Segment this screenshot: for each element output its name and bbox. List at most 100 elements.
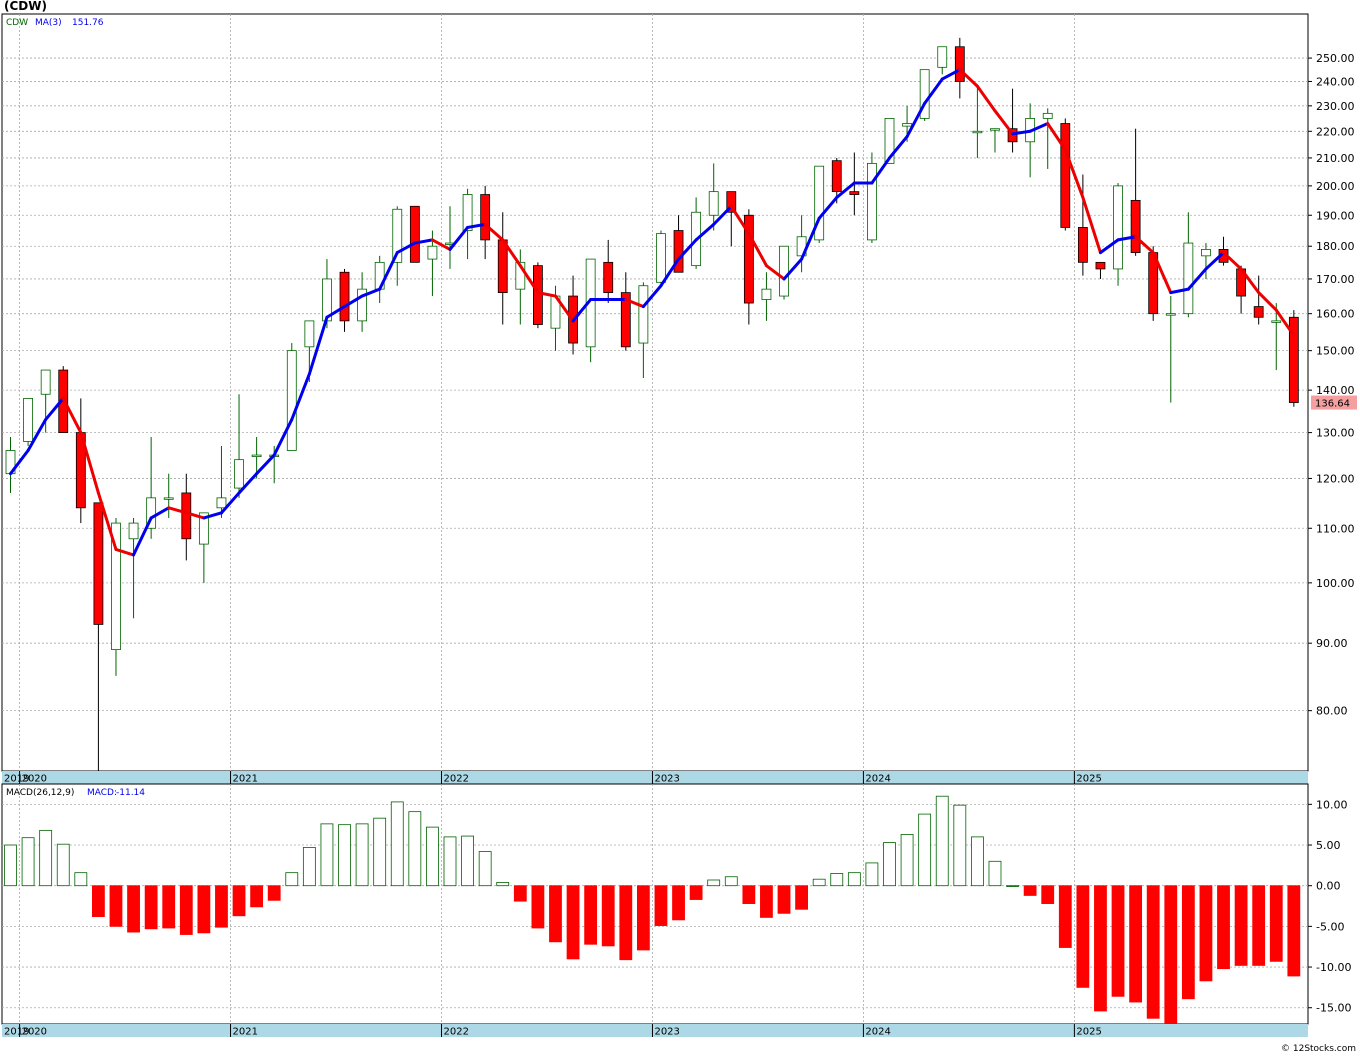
price-legend: CDW MA(3) 151.76 bbox=[6, 18, 104, 28]
candle-body bbox=[23, 397, 33, 442]
candle bbox=[779, 245, 789, 300]
price-timeline-strip bbox=[2, 771, 1308, 784]
ma-segment bbox=[1134, 235, 1155, 255]
macd-bar bbox=[1164, 885, 1178, 1025]
candle bbox=[1095, 261, 1106, 279]
candle-body bbox=[409, 205, 420, 263]
ma-segment bbox=[1186, 267, 1208, 291]
macd-bar bbox=[1199, 885, 1213, 982]
ma-segment bbox=[1011, 129, 1032, 136]
macd-bar bbox=[232, 885, 246, 917]
candle bbox=[743, 209, 754, 325]
price-y-tick-label: 130.00 bbox=[1316, 427, 1355, 440]
ma-segment bbox=[96, 491, 118, 551]
ma-segment bbox=[641, 284, 663, 309]
candle-body bbox=[111, 522, 121, 650]
price-y-tick-label: 230.00 bbox=[1316, 100, 1355, 113]
candle-body bbox=[304, 320, 315, 348]
candle-body bbox=[849, 191, 860, 195]
candle-body bbox=[339, 271, 350, 322]
chart-title: (CDW) bbox=[4, 0, 47, 13]
candle bbox=[937, 46, 948, 75]
ma-segment bbox=[219, 491, 241, 515]
ma-segment bbox=[149, 506, 171, 520]
ma-segment bbox=[1116, 235, 1138, 242]
price-y-tick-label: 110.00 bbox=[1316, 522, 1355, 535]
macd-y-tick-label: 0.00 bbox=[1316, 880, 1341, 893]
candle-body bbox=[1060, 123, 1071, 228]
macd-bar bbox=[918, 813, 932, 887]
candle-body bbox=[1183, 242, 1194, 315]
ma-segment bbox=[202, 511, 223, 520]
candle-body bbox=[831, 160, 842, 193]
candle bbox=[1165, 296, 1176, 403]
ma-segment bbox=[132, 516, 153, 557]
ma-segment bbox=[1257, 291, 1278, 312]
candle-body bbox=[251, 454, 262, 457]
candle-body bbox=[937, 46, 948, 68]
ma-segment bbox=[1169, 287, 1190, 295]
macd-bar bbox=[74, 872, 88, 887]
ma-segment bbox=[747, 232, 768, 268]
candle bbox=[620, 272, 631, 351]
candle bbox=[181, 473, 192, 561]
macd-bar bbox=[672, 885, 685, 921]
timeline-year-label: 2023 bbox=[654, 774, 679, 785]
macd-bar bbox=[1129, 885, 1143, 1003]
candle-body bbox=[1077, 227, 1088, 263]
candle-body bbox=[40, 369, 51, 395]
ma-segment bbox=[26, 418, 48, 452]
timeline-year-label: 2022 bbox=[444, 774, 469, 785]
macd-bar bbox=[830, 873, 844, 887]
candle-body bbox=[392, 208, 403, 263]
candle bbox=[146, 437, 157, 539]
ma-segment bbox=[1151, 251, 1173, 295]
candle-body bbox=[761, 288, 772, 300]
candle bbox=[533, 262, 543, 329]
ma-segment bbox=[624, 298, 645, 309]
ma-segment bbox=[325, 305, 347, 319]
candle-body bbox=[990, 128, 1000, 131]
candle bbox=[656, 230, 666, 286]
last-price-label: 136.64 bbox=[1315, 399, 1350, 410]
legend-ma-value: 151.76 bbox=[72, 18, 104, 28]
candle-body bbox=[146, 497, 157, 529]
price-gridlines bbox=[2, 14, 1308, 771]
ma-segment bbox=[923, 77, 944, 105]
candle bbox=[286, 343, 297, 451]
macd-bar bbox=[513, 885, 527, 902]
ma-segment bbox=[114, 547, 136, 557]
ma-segment bbox=[430, 238, 452, 251]
ma-segment bbox=[1028, 122, 1050, 133]
ma-segment bbox=[255, 453, 276, 476]
macd-legend: MACD(26,12,9) MACD: -11.14 bbox=[6, 788, 145, 798]
candle bbox=[1077, 174, 1088, 276]
timeline-year-label: 2020 bbox=[22, 774, 47, 785]
price-y-tick-label: 170.00 bbox=[1316, 273, 1355, 286]
ma-segment bbox=[1081, 195, 1102, 255]
candle bbox=[990, 128, 1000, 153]
macd-bar bbox=[1111, 885, 1125, 997]
macd-y-tick-label: 10.00 bbox=[1316, 798, 1348, 811]
timeline-year-label: 2019 bbox=[4, 774, 29, 785]
candle bbox=[867, 152, 877, 244]
macd-bar bbox=[320, 823, 334, 887]
legend-symbol: CDW bbox=[6, 18, 28, 28]
candle bbox=[814, 165, 825, 244]
timeline-year-label: 2022 bbox=[444, 1027, 469, 1038]
candle-body bbox=[234, 459, 244, 489]
macd-bar bbox=[865, 862, 879, 887]
candle-body bbox=[779, 245, 789, 297]
candle-body bbox=[1165, 313, 1176, 316]
candle bbox=[708, 163, 719, 231]
macd-bar bbox=[250, 885, 264, 908]
candle-body bbox=[743, 214, 754, 304]
macd-bar bbox=[355, 823, 369, 887]
timeline-year-label: 2025 bbox=[1076, 1027, 1101, 1038]
macd-bar bbox=[1287, 885, 1301, 977]
candle-body bbox=[972, 130, 983, 134]
price-y-tick-label: 140.00 bbox=[1316, 384, 1355, 397]
last-price-marker: 136.64 bbox=[1311, 395, 1357, 410]
